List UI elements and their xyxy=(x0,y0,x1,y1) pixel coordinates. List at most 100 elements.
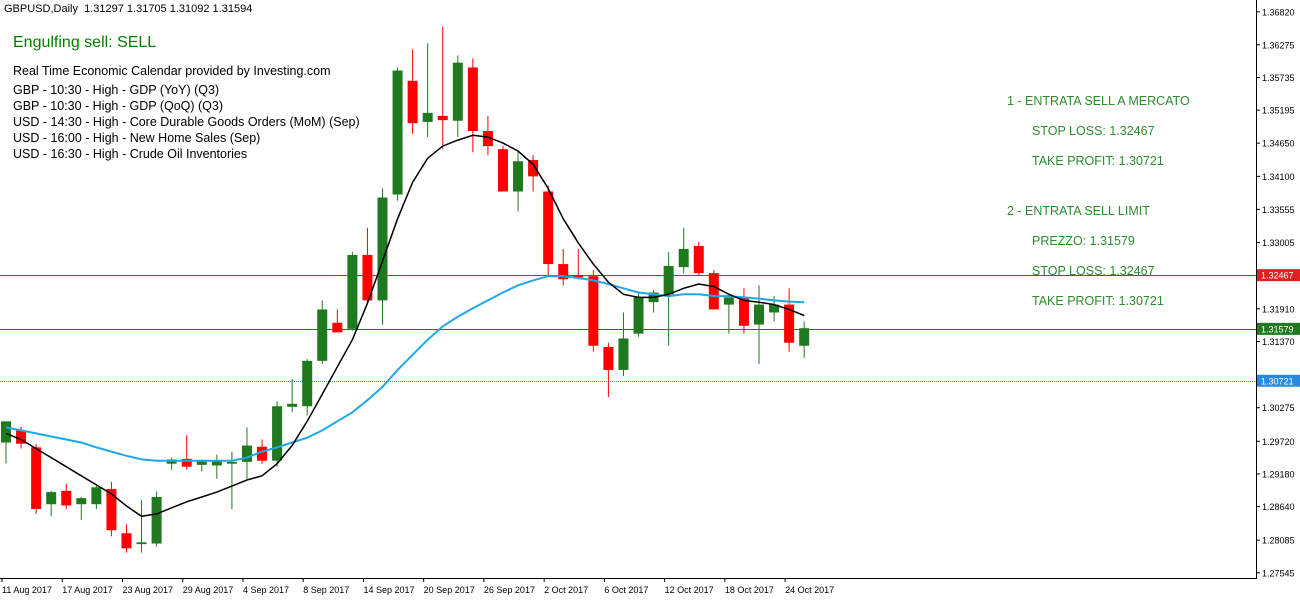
bull-candle xyxy=(678,248,689,268)
bull-candle xyxy=(422,112,433,122)
bear-candle xyxy=(528,160,539,177)
calendar-event: USD - 14:30 - High - Core Durable Goods … xyxy=(13,115,360,129)
bull-candle xyxy=(46,492,57,505)
bear-candle xyxy=(16,430,27,444)
target-price-tag xyxy=(1257,374,1300,387)
bear-candle xyxy=(738,297,749,326)
bear-candle xyxy=(693,245,704,274)
x-tick-label: 20 Sep 2017 xyxy=(424,585,475,595)
y-tick-label: 1.31370 xyxy=(1262,337,1295,347)
y-tick-label: 1.33555 xyxy=(1262,205,1295,215)
bear-candle xyxy=(497,149,508,192)
calendar-event: GBP - 10:30 - High - GDP (QoQ) (Q3) xyxy=(13,99,224,113)
bull-candle xyxy=(392,70,403,195)
y-tick-label: 1.27545 xyxy=(1262,568,1295,578)
x-tick-label: 4 Sep 2017 xyxy=(243,585,289,595)
bull-candle xyxy=(302,360,313,407)
x-tick-label: 26 Sep 2017 xyxy=(484,585,535,595)
calendar-event: GBP - 10:30 - High - GDP (YoY) (Q3) xyxy=(13,83,220,97)
y-tick-label: 1.35195 xyxy=(1262,106,1295,116)
bear-candle xyxy=(558,264,569,280)
bull-candle xyxy=(287,403,298,407)
x-tick-label: 24 Oct 2017 xyxy=(785,585,834,595)
bear-candle xyxy=(106,489,117,531)
y-tick-label: 1.31579 xyxy=(1261,324,1294,334)
bear-candle xyxy=(181,458,192,467)
ohlc-label: 1.31297 1.31705 1.31092 1.31594 xyxy=(84,3,253,15)
signal-label: Engulfing sell: SELL xyxy=(13,34,157,51)
entry2-stop-loss: STOP LOSS: 1.32467 xyxy=(1032,264,1155,278)
bear-candle xyxy=(61,490,72,506)
entry1-title: 1 - ENTRATA SELL A MERCATO xyxy=(1007,94,1190,108)
bull-candle xyxy=(799,328,810,346)
bear-candle xyxy=(437,115,448,121)
bull-candle xyxy=(663,265,674,295)
x-tick-label: 29 Aug 2017 xyxy=(183,585,234,595)
bear-candle xyxy=(121,533,132,549)
y-tick-label: 1.35735 xyxy=(1262,73,1295,83)
bear-candle xyxy=(31,447,42,510)
bull-candle xyxy=(1,421,11,443)
bear-candle xyxy=(362,255,373,301)
x-tick-label: 8 Sep 2017 xyxy=(303,585,349,595)
y-tick-label: 1.32467 xyxy=(1261,271,1294,281)
y-tick-label: 1.36275 xyxy=(1262,40,1295,50)
bull-candle xyxy=(151,496,162,544)
y-tick-label: 1.28085 xyxy=(1262,536,1295,546)
y-tick-label: 1.33005 xyxy=(1262,238,1295,248)
y-tick-label: 1.30275 xyxy=(1262,403,1295,413)
bull-candle xyxy=(723,297,734,305)
calendar-event: USD - 16:00 - High - New Home Sales (Sep… xyxy=(13,131,261,145)
bull-candle xyxy=(76,498,87,505)
bull-candle xyxy=(136,542,147,545)
y-tick-label: 1.28640 xyxy=(1262,502,1295,512)
bear-candle xyxy=(332,322,343,333)
bear-candle xyxy=(588,276,599,346)
y-tick-label: 1.29180 xyxy=(1262,469,1295,479)
entry-price-tag xyxy=(1257,322,1300,335)
bull-candle xyxy=(452,62,463,121)
bull-candle xyxy=(347,255,358,329)
bear-candle xyxy=(407,80,418,124)
bull-candle xyxy=(211,460,222,466)
bull-candle xyxy=(754,304,764,325)
bear-candle xyxy=(257,446,268,461)
x-tick-label: 6 Oct 2017 xyxy=(604,585,648,595)
fast-moving-average-line xyxy=(5,134,805,518)
bull-candle xyxy=(272,406,283,461)
horizontal-levels xyxy=(0,275,1256,382)
y-tick-label: 1.34100 xyxy=(1262,172,1295,182)
x-tick-label: 11 Aug 2017 xyxy=(2,585,52,595)
x-tick-label: 12 Oct 2017 xyxy=(665,585,714,595)
entry2-take-profit: TAKE PROFIT: 1.30721 xyxy=(1032,294,1164,308)
y-tick-label: 1.29720 xyxy=(1262,437,1295,447)
entry2-price: PREZZO: 1.31579 xyxy=(1032,234,1135,248)
bull-candle xyxy=(196,460,207,465)
x-tick-label: 14 Sep 2017 xyxy=(363,585,414,595)
bull-candle xyxy=(769,304,780,313)
calendar-event: USD - 16:30 - High - Crude Oil Inventori… xyxy=(13,147,248,161)
y-tick-label: 1.36820 xyxy=(1262,7,1295,17)
x-tick-label: 17 Aug 2017 xyxy=(62,585,113,595)
x-tick-label: 23 Aug 2017 xyxy=(122,585,173,595)
bull-candle xyxy=(618,338,629,370)
candles xyxy=(1,26,810,553)
bull-candle xyxy=(377,197,388,301)
y-tick-label: 1.31910 xyxy=(1262,304,1295,314)
bear-candle xyxy=(482,131,493,147)
moving-averages xyxy=(5,134,805,518)
bull-candle xyxy=(226,461,237,464)
chart-header: GBPUSD,Daily 1.31297 1.31705 1.31092 1.3… xyxy=(4,3,252,15)
bull-candle xyxy=(317,309,328,361)
calendar-title: Real Time Economic Calendar provided by … xyxy=(13,64,331,78)
y-tick-label: 1.30721 xyxy=(1261,376,1294,386)
bear-candle xyxy=(784,304,795,343)
y-tick-label: 1.34650 xyxy=(1262,139,1295,149)
bull-candle xyxy=(633,297,644,334)
x-tick-label: 18 Oct 2017 xyxy=(725,585,774,595)
stop-price-tag xyxy=(1257,269,1300,282)
bull-candle xyxy=(513,161,524,192)
bear-candle xyxy=(573,274,584,278)
